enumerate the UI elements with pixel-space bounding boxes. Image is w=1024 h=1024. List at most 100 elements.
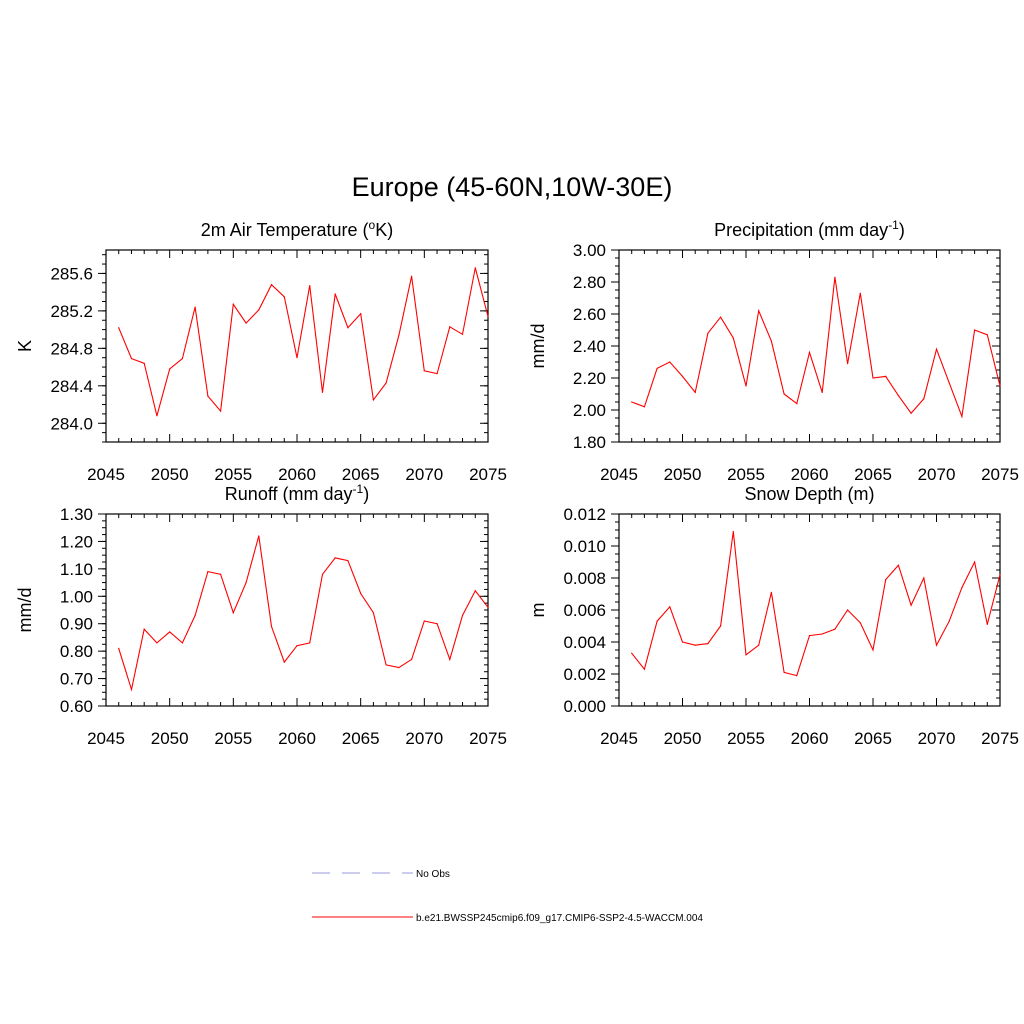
series-line [631, 277, 1001, 419]
plot-frame [618, 249, 1001, 443]
panel-title-text: Snow Depth (m) [744, 484, 874, 504]
x-tick-label: 2075 [469, 729, 507, 748]
y-tick-label: 0.90 [60, 615, 93, 634]
data-point [986, 334, 988, 336]
data-point [411, 658, 413, 660]
data-point [707, 643, 709, 645]
data-point [732, 531, 734, 533]
data-point [758, 644, 760, 646]
data-point [360, 592, 362, 595]
data-point [986, 623, 988, 626]
x-tick-label: 2050 [151, 729, 189, 748]
data-point [859, 292, 861, 294]
panel-title-text: Runoff (mm day [225, 484, 353, 504]
data-point [245, 322, 247, 324]
data-point [449, 326, 451, 328]
y-tick-label: 0.70 [60, 670, 93, 689]
data-point [694, 644, 696, 646]
data-point [156, 415, 158, 417]
data-point [220, 410, 222, 412]
data-point [347, 560, 349, 562]
data-point [156, 642, 158, 644]
y-tick-label: 2.00 [573, 401, 606, 420]
data-point [681, 375, 684, 377]
y-tick-label: 0.004 [563, 633, 606, 652]
x-tick-label: 2050 [664, 465, 702, 484]
data-point [194, 306, 196, 308]
x-tick-label: 2055 [727, 465, 765, 484]
data-point [283, 661, 285, 663]
data-point [334, 293, 336, 295]
data-point [283, 296, 285, 298]
data-point [130, 358, 133, 360]
x-tick-label: 2070 [405, 729, 443, 748]
x-tick-label: 2050 [151, 465, 189, 484]
data-point [181, 642, 183, 644]
data-point [974, 561, 976, 563]
x-tick-label: 2065 [342, 729, 380, 748]
main-title: Europe (45-60N,10W-30E) [352, 172, 673, 202]
data-point [897, 395, 900, 397]
data-point [181, 358, 183, 360]
data-point [360, 313, 362, 315]
y-tick-label: 0.012 [563, 505, 606, 524]
data-point [309, 284, 311, 287]
plot-frame [105, 249, 489, 443]
data-point [872, 377, 874, 379]
y-tick-label: 1.80 [573, 433, 606, 452]
data-point [834, 628, 836, 630]
data-point [961, 415, 963, 417]
panel-2: Precipitation (mm day-1) mm/d 2045 2050 2055… [528, 218, 1019, 484]
panels: 2m Air Temperature (oK) K 2045 2050 2055 2060… [15, 218, 1019, 748]
y-tick-label: 284.8 [50, 339, 93, 358]
y-tick-label: 2.40 [573, 337, 606, 356]
data-point [935, 644, 938, 646]
data-point [796, 675, 798, 677]
data-point [897, 564, 900, 566]
data-point [859, 622, 861, 624]
y-tick-label: 285.2 [50, 302, 93, 321]
data-point [885, 579, 887, 581]
data-point [732, 337, 734, 339]
panel-title-superscript: -1 [353, 482, 364, 496]
data-point [270, 284, 273, 286]
data-point [321, 391, 324, 393]
panel-title-tail: ) [899, 220, 905, 240]
panel-title-tail: ) [363, 484, 369, 504]
data-point [474, 590, 476, 592]
data-point [423, 370, 425, 372]
x-tick-label: 2065 [342, 465, 380, 484]
data-point [821, 391, 823, 393]
y-tick-label: 0.010 [563, 537, 606, 556]
data-point [143, 628, 145, 630]
data-point [194, 614, 196, 617]
data-point [808, 351, 811, 353]
x-tick-label: 2070 [405, 465, 443, 484]
data-point [783, 671, 785, 674]
x-tick-label: 2060 [791, 729, 829, 748]
y-tick-label: 0.80 [60, 642, 93, 661]
series-line [118, 267, 489, 416]
data-point [758, 310, 760, 312]
y-tick-label: 2.80 [573, 273, 606, 292]
y-tick-label: 1.10 [60, 560, 93, 579]
data-point [398, 667, 400, 669]
data-point [694, 391, 696, 393]
y-tick-label: 284.0 [50, 414, 93, 433]
panel-title-tail: K) [375, 220, 393, 240]
data-point [948, 620, 950, 622]
x-tick-label: 2055 [214, 465, 252, 484]
x-tick-label: 2060 [278, 729, 316, 748]
x-tick-label: 2070 [918, 465, 956, 484]
data-point [411, 275, 413, 277]
data-point [808, 635, 811, 637]
y-tick-label: 0.006 [563, 601, 606, 620]
data-point [169, 368, 171, 370]
data-point [232, 612, 234, 614]
x-tick-label: 2050 [664, 729, 702, 748]
data-point [669, 361, 671, 363]
data-point [169, 631, 171, 633]
data-point [999, 574, 1001, 576]
y-tick-label: 2.20 [573, 369, 606, 388]
